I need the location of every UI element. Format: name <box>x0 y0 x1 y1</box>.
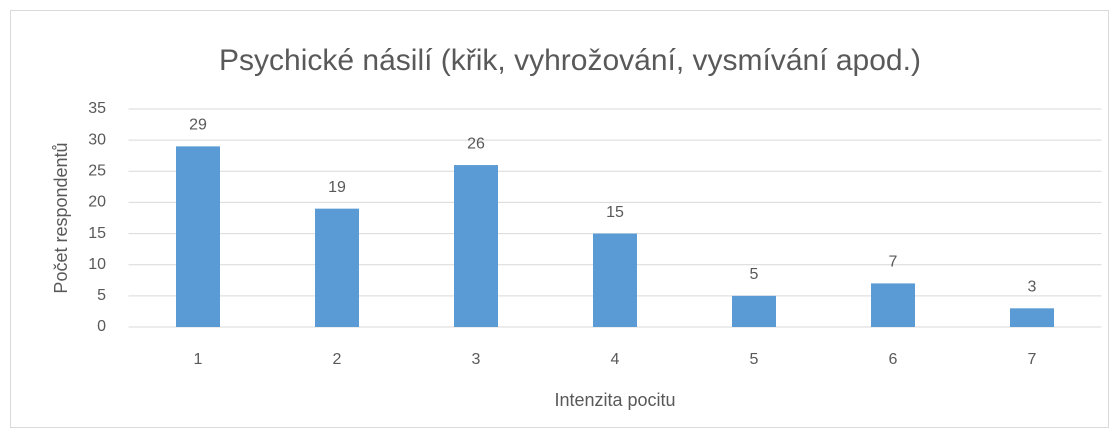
x-tick-label: 6 <box>889 351 898 368</box>
bar <box>1010 308 1054 327</box>
data-label: 29 <box>189 117 207 134</box>
data-label: 7 <box>889 254 898 271</box>
data-label: 15 <box>606 204 624 221</box>
x-tick-label: 1 <box>194 351 203 368</box>
x-tick-label: 4 <box>611 351 620 368</box>
y-tick-label: 5 <box>97 287 106 304</box>
bar <box>732 295 776 327</box>
y-tick-label: 15 <box>88 225 106 242</box>
y-tick-label: 20 <box>88 194 106 211</box>
y-tick-label: 0 <box>97 318 106 335</box>
y-tick-label: 30 <box>88 131 106 148</box>
data-label: 5 <box>750 266 759 283</box>
data-label: 26 <box>467 135 485 152</box>
data-label: 19 <box>328 179 346 196</box>
y-axis-label: Počet respondentů <box>51 142 71 293</box>
bar <box>454 165 498 327</box>
bar <box>315 208 359 327</box>
x-tick-label: 7 <box>1028 351 1037 368</box>
x-axis-label: Intenzita pocitu <box>554 390 675 410</box>
bar <box>593 233 637 327</box>
x-tick-label: 2 <box>333 351 342 368</box>
bar <box>176 146 220 327</box>
x-tick-label: 3 <box>472 351 481 368</box>
x-tick-label: 5 <box>750 351 759 368</box>
data-label: 3 <box>1028 279 1037 296</box>
bar <box>871 283 915 327</box>
y-tick-label: 35 <box>88 100 106 117</box>
y-tick-label: 10 <box>88 256 106 273</box>
y-tick-label: 25 <box>88 163 106 180</box>
chart-title: Psychické násilí (křik, vyhrožování, vys… <box>219 44 921 77</box>
